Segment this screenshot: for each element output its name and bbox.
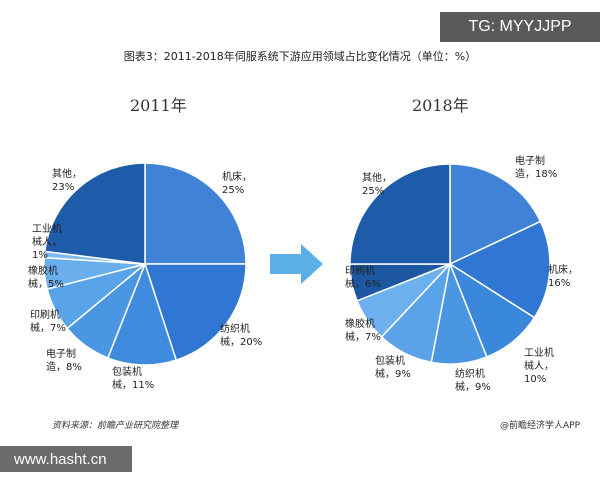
arrow-icon: [270, 244, 323, 284]
pie-2011: [43, 162, 247, 366]
pie-2018-label-dianzi: 电子制 造，18%: [515, 156, 558, 180]
source-note: 资料来源：前瞻产业研究院整理: [52, 421, 179, 431]
pie-2011-label-jichuang: 机床， 25%: [222, 172, 252, 196]
pie-2011-slice-2: [143, 263, 247, 362]
pie-2011-label-fangzhi: 纺织机 械，20%: [220, 324, 263, 348]
pie-2018-slice-1: [449, 163, 542, 266]
pie-2011-slice-3: [106, 261, 178, 366]
pie-2011-slice-8: [43, 162, 146, 265]
pie-2011-title: 2011年: [130, 96, 187, 115]
pie-2018-label-jichuang: 机床， 16%: [548, 265, 578, 289]
pie-2011-label-gongye: 工业机 械人， 1%: [32, 224, 62, 261]
pie-2011-label-yinshua: 印刷机 械，7%: [30, 310, 66, 334]
figure-title: 图表3：2011-2018年伺服系统下游应用领域占比变化情况（单位：%）: [123, 50, 477, 63]
site-watermark: www.hasht.cn: [0, 446, 132, 472]
pie-2011-label-qita: 其他， 23%: [52, 169, 82, 193]
pie-2018-label-fangzhi: 纺织机 械，9%: [455, 369, 491, 393]
pie-2018-slice-8: [349, 163, 451, 265]
pie-2018-label-gongye: 工业机 械人， 10%: [524, 348, 554, 385]
pie-2018-label-xiangjiao: 橡胶机 械，7%: [345, 319, 381, 343]
pie-2018-label-yinshua: 印刷机 械，6%: [345, 266, 381, 290]
pie-2011-slice-1: [144, 162, 247, 265]
pie-2011-label-xiangjiao: 橡胶机 械，5%: [28, 266, 64, 290]
pie-2018-label-baozhuang: 包装机 械，9%: [375, 356, 411, 380]
pie-2011-label-baozhuang: 包装机 械，11%: [112, 367, 155, 391]
pie-2018-title: 2018年: [412, 96, 469, 115]
pie-2018: [349, 163, 551, 365]
watermark-tag: TG: MYYJJPP: [440, 12, 600, 42]
pie-2018-label-qita: 其他， 25%: [362, 173, 392, 197]
brand-credit: @前瞻经济学人APP: [499, 421, 580, 431]
pie-2011-label-dianzi: 电子制 造，8%: [46, 349, 82, 373]
pie-2018-slice-2: [448, 220, 551, 319]
